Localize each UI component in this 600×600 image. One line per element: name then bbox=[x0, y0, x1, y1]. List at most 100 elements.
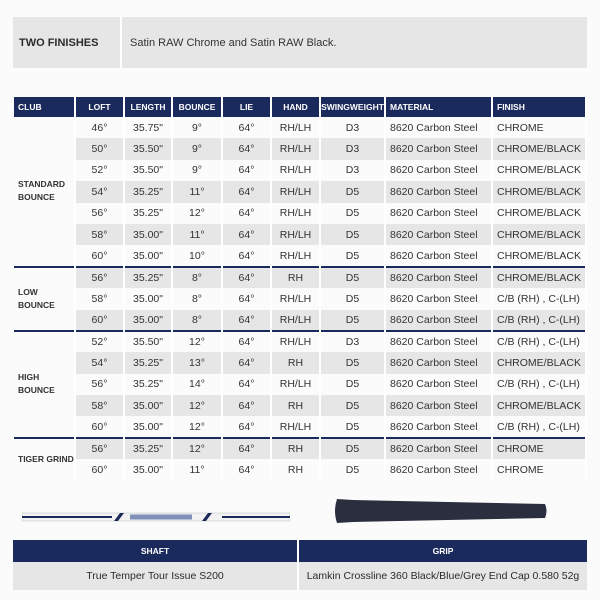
cell-loft: 60° bbox=[75, 459, 125, 481]
cell-swingweight: D5 bbox=[320, 181, 386, 203]
table-row: 58° 35.00" 12° 64° RH D5 8620 Carbon Steel CHRO… bbox=[14, 395, 587, 417]
cell-finish: CHROME/BLACK bbox=[492, 223, 587, 246]
cell-material: 8620 Carbon Steel bbox=[385, 181, 493, 203]
cell-finish: CHROME bbox=[492, 436, 587, 460]
cell-hand: RH bbox=[271, 436, 321, 460]
cell-loft: 56° bbox=[75, 373, 125, 396]
column-header: MATERIAL bbox=[385, 97, 493, 117]
cell-bounce: 12° bbox=[172, 395, 223, 417]
cell-hand: RH/LH bbox=[271, 329, 321, 353]
table-row: 52° 35.50" 9° 64° RH/LH D3 8620 Carbon Steel CH… bbox=[14, 159, 587, 182]
cell-loft: 52° bbox=[75, 159, 125, 182]
shaft-image bbox=[22, 512, 290, 522]
cell-material: 8620 Carbon Steel bbox=[385, 245, 493, 267]
cell-bounce: 8° bbox=[172, 288, 223, 310]
cell-swingweight: D5 bbox=[320, 309, 386, 331]
column-header: LENGTH bbox=[124, 97, 173, 117]
cell-material: 8620 Carbon Steel bbox=[385, 436, 493, 460]
cell-length: 35.50" bbox=[124, 329, 173, 353]
shaft-value: True Temper Tour Issue S200 bbox=[13, 562, 299, 590]
cell-swingweight: D5 bbox=[320, 265, 386, 289]
cell-loft: 50° bbox=[75, 138, 125, 160]
column-header: LIE bbox=[222, 97, 272, 117]
table-row: 60° 35.00" 12° 64° RH/LH D5 8620 Carbon Steel C… bbox=[14, 416, 587, 438]
cell-bounce: 13° bbox=[172, 352, 223, 374]
cell-hand: RH/LH bbox=[271, 181, 321, 203]
cell-bounce: 10° bbox=[172, 245, 223, 267]
cell-material: 8620 Carbon Steel bbox=[385, 159, 493, 182]
cell-bounce: 8° bbox=[172, 265, 223, 289]
cell-lie: 64° bbox=[222, 436, 272, 460]
cell-finish: CHROME/BLACK bbox=[492, 202, 587, 224]
column-header: FINISH bbox=[492, 97, 587, 117]
column-header: SWINGWEIGHT bbox=[320, 97, 386, 117]
cell-bounce: 9° bbox=[172, 138, 223, 160]
cell-material: 8620 Carbon Steel bbox=[385, 329, 493, 353]
cell-bounce: 11° bbox=[172, 223, 223, 246]
cell-hand: RH bbox=[271, 395, 321, 417]
specs-table: CLUB LOFT LENGTH BOUNCE LIE HAND SWINGWEIGHT MA… bbox=[14, 97, 587, 481]
cell-material: 8620 Carbon Steel bbox=[385, 288, 493, 310]
grip-header: GRIP bbox=[432, 546, 454, 556]
cell-hand: RH bbox=[271, 459, 321, 481]
cell-lie: 64° bbox=[222, 181, 272, 203]
cell-length: 35.25" bbox=[124, 373, 173, 396]
cell-hand: RH/LH bbox=[271, 245, 321, 267]
cell-hand: RH/LH bbox=[271, 159, 321, 182]
cell-bounce: 11° bbox=[172, 459, 223, 481]
cell-material: 8620 Carbon Steel bbox=[385, 117, 493, 139]
cell-finish: C/B (RH) , C-(LH) bbox=[492, 373, 587, 396]
cell-finish: C/B (RH) , C-(LH) bbox=[492, 329, 587, 353]
cell-hand: RH/LH bbox=[271, 288, 321, 310]
cell-length: 35.00" bbox=[124, 395, 173, 417]
finishes-label: TWO FINISHES bbox=[13, 17, 122, 68]
cell-loft: 60° bbox=[75, 309, 125, 331]
cell-swingweight: D5 bbox=[320, 373, 386, 396]
cell-lie: 64° bbox=[222, 352, 272, 374]
cell-length: 35.25" bbox=[124, 436, 173, 460]
cell-length: 35.25" bbox=[124, 202, 173, 224]
column-header: LOFT bbox=[75, 97, 125, 117]
cell-hand: RH/LH bbox=[271, 223, 321, 246]
cell-swingweight: D5 bbox=[320, 416, 386, 438]
cell-length: 35.00" bbox=[124, 245, 173, 267]
table-row: 58° 35.00" 11° 64° RH/LH D5 8620 Carbon Steel C… bbox=[14, 223, 587, 246]
column-header: CLUB bbox=[14, 97, 76, 117]
cell-lie: 64° bbox=[222, 223, 272, 246]
table-row: 56° 35.25" 14° 64° RH/LH D5 8620 Carbon Steel C… bbox=[14, 373, 587, 396]
cell-loft: 58° bbox=[75, 223, 125, 246]
cell-bounce: 11° bbox=[172, 181, 223, 203]
cell-loft: 58° bbox=[75, 395, 125, 417]
club-group-label: LOW BOUNCE bbox=[14, 265, 76, 331]
cell-lie: 64° bbox=[222, 138, 272, 160]
cell-lie: 64° bbox=[222, 117, 272, 139]
table-row: 60° 35.00" 8° 64° RH/LH D5 8620 Carbon Steel C/… bbox=[14, 309, 587, 331]
cell-hand: RH/LH bbox=[271, 416, 321, 438]
cell-swingweight: D5 bbox=[320, 436, 386, 460]
cell-lie: 64° bbox=[222, 202, 272, 224]
cell-lie: 64° bbox=[222, 373, 272, 396]
grip-value: Lamkin Crossline 360 Black/Blue/Grey End… bbox=[306, 570, 580, 582]
cell-bounce: 12° bbox=[172, 436, 223, 460]
cell-swingweight: D5 bbox=[320, 245, 386, 267]
cell-swingweight: D3 bbox=[320, 159, 386, 182]
cell-finish: CHROME/BLACK bbox=[492, 181, 587, 203]
cell-hand: RH/LH bbox=[271, 373, 321, 396]
cell-finish: C/B (RH) , C-(LH) bbox=[492, 288, 587, 310]
cell-hand: RH/LH bbox=[271, 309, 321, 331]
cell-loft: 60° bbox=[75, 416, 125, 438]
cell-bounce: 9° bbox=[172, 117, 223, 139]
table-row: HIGH BOUNCE 52° 35.50" 12° 64° RH/LH D3 8620 Ca… bbox=[14, 329, 587, 438]
cell-material: 8620 Carbon Steel bbox=[385, 265, 493, 289]
cell-length: 35.50" bbox=[124, 138, 173, 160]
cell-lie: 64° bbox=[222, 395, 272, 417]
column-header: BOUNCE bbox=[172, 97, 223, 117]
table-row: 50° 35.50" 9° 64° RH/LH D3 8620 Carbon Steel CH… bbox=[14, 138, 587, 160]
cell-loft: 46° bbox=[75, 117, 125, 139]
cell-finish: CHROME bbox=[492, 117, 587, 139]
cell-hand: RH/LH bbox=[271, 202, 321, 224]
cell-swingweight: D3 bbox=[320, 117, 386, 139]
cell-finish: CHROME/BLACK bbox=[492, 245, 587, 267]
cell-finish: C/B (RH) , C-(LH) bbox=[492, 416, 587, 438]
column-header: HAND bbox=[271, 97, 321, 117]
